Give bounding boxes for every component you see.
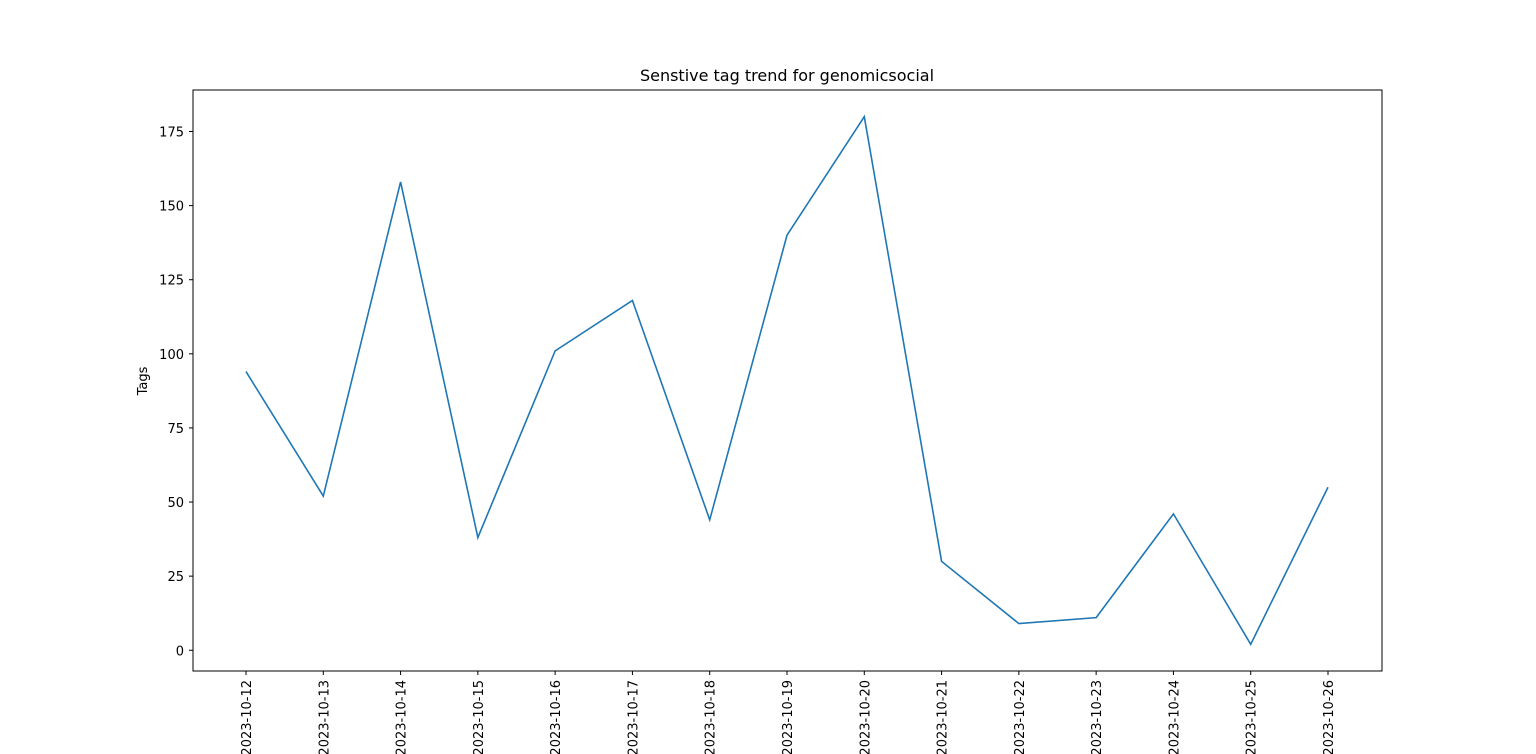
x-tick-label: 2023-10-19 (781, 680, 796, 754)
x-axis: 2023-10-12 2023-10-13 2023-10-14 2023-10-15… (240, 671, 1337, 754)
x-tick-label: 2023-10-13 (317, 680, 332, 754)
y-tick-label: 125 (159, 274, 184, 289)
x-tick-label: 2023-10-21 (936, 680, 951, 754)
x-tick-label: 2023-10-16 (549, 680, 564, 754)
y-tick-label: 25 (167, 570, 184, 585)
x-tick-label: 2023-10-18 (704, 680, 719, 754)
chart-title: Senstive tag trend for genomicsocial (640, 66, 934, 85)
y-tick-label: 100 (159, 348, 184, 363)
y-tick-label: 175 (159, 126, 184, 141)
y-tick-label: 0 (176, 644, 184, 659)
x-tick-label: 2023-10-25 (1245, 680, 1260, 754)
x-tick-label: 2023-10-22 (1013, 680, 1028, 754)
x-tick-label: 2023-10-20 (858, 680, 873, 754)
x-tick-label: 2023-10-15 (472, 680, 487, 754)
plot-frame (192, 89, 1383, 672)
x-tick-label: 2023-10-24 (1167, 680, 1182, 754)
x-tick-label: 2023-10-26 (1322, 680, 1337, 754)
x-tick-label: 2023-10-12 (240, 680, 255, 754)
x-tick-label: 2023-10-14 (395, 680, 410, 754)
y-tick-label: 50 (167, 496, 184, 511)
series-line (245, 114, 1329, 647)
y-axis: 0 25 50 75 100 125 150 175 (159, 126, 193, 659)
y-tick-label: 75 (167, 422, 184, 437)
x-tick-label: 2023-10-17 (626, 680, 641, 754)
x-tick-label: 2023-10-23 (1090, 680, 1105, 754)
y-tick-label: 150 (159, 200, 184, 215)
y-axis-title: Tags (136, 366, 151, 396)
series-layer (245, 114, 1329, 647)
